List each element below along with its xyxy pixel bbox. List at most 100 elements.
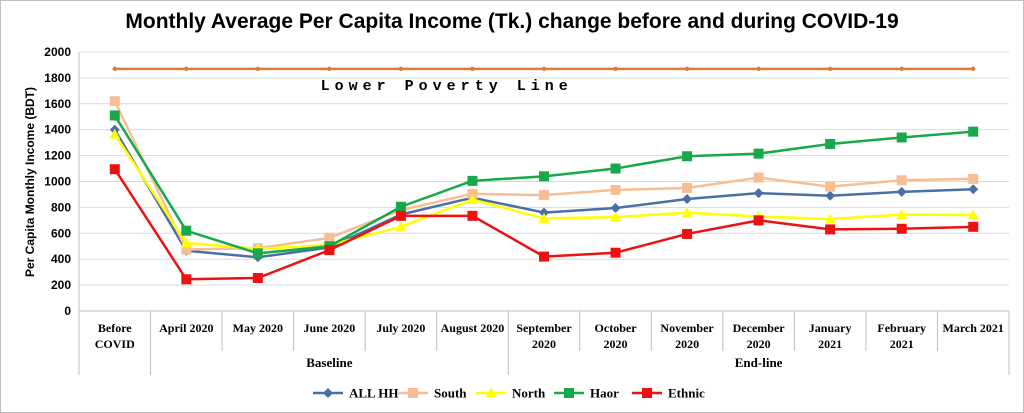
y-tick-label: 1200 bbox=[44, 149, 71, 163]
legend: ALL HH South North Haor Ethnic bbox=[313, 386, 705, 401]
data-point-south bbox=[825, 181, 836, 192]
poverty-line-point bbox=[899, 66, 904, 72]
y-tick-label: 200 bbox=[51, 278, 71, 292]
x-tick-label: 2021 bbox=[818, 337, 842, 351]
data-point-all-hh bbox=[825, 190, 836, 201]
poverty-line-point bbox=[827, 66, 833, 72]
data-point-north bbox=[180, 237, 192, 248]
data-point-ethnic bbox=[252, 272, 263, 283]
y-tick-label: 1600 bbox=[44, 97, 71, 111]
x-tick-label: June 2020 bbox=[304, 321, 356, 335]
data-point-haor bbox=[109, 110, 120, 121]
legend-item-haor: Haor bbox=[554, 386, 619, 401]
group-label: End-line bbox=[735, 355, 783, 370]
data-point-all-hh bbox=[968, 184, 979, 195]
poverty-line-label: Lower Poverty Line bbox=[321, 78, 573, 95]
y-tick-label: 0 bbox=[64, 304, 71, 318]
y-tick-label: 600 bbox=[51, 226, 71, 240]
x-tick-label: 2020 bbox=[604, 337, 628, 351]
data-point-ethnic bbox=[539, 251, 549, 262]
axes bbox=[78, 52, 1009, 312]
legend-item-south: South bbox=[398, 386, 467, 401]
data-point-north bbox=[109, 128, 121, 139]
y-tick-label: 2000 bbox=[44, 45, 71, 59]
series-ethnic bbox=[109, 164, 979, 285]
x-tick-label: February bbox=[877, 321, 926, 335]
data-point-north bbox=[896, 209, 908, 220]
y-tick-label: 400 bbox=[51, 252, 71, 266]
x-axis-categories: Before COVID April 2020 May 2020 June 2020 Ju… bbox=[78, 311, 1010, 375]
legend-label: Ethnic bbox=[668, 386, 705, 401]
data-point-ethnic bbox=[181, 274, 192, 285]
reference-line: Lower Poverty Line bbox=[112, 66, 976, 95]
data-point-haor bbox=[825, 138, 836, 149]
x-tick-label: 2021 bbox=[890, 337, 914, 351]
data-point-north bbox=[967, 209, 979, 220]
gridlines bbox=[79, 51, 1009, 312]
data-point-haor bbox=[753, 148, 764, 159]
data-point-haor bbox=[252, 248, 263, 259]
data-point-ethnic bbox=[324, 245, 335, 256]
series-lines bbox=[109, 96, 979, 285]
data-point-ethnic bbox=[825, 224, 836, 235]
data-point-south bbox=[181, 244, 192, 255]
legend-item-north: North bbox=[476, 386, 546, 401]
x-tick-label: 2020 bbox=[675, 337, 699, 351]
data-point-ethnic bbox=[682, 228, 693, 239]
x-tick-label: August 2020 bbox=[441, 321, 505, 335]
y-tick-label: 800 bbox=[51, 200, 71, 214]
data-point-north bbox=[824, 213, 836, 224]
data-point-ethnic bbox=[753, 215, 764, 226]
legend-label: South bbox=[434, 386, 467, 401]
data-point-haor bbox=[181, 225, 192, 236]
data-point-ethnic bbox=[896, 223, 907, 234]
y-tick-label: 1800 bbox=[44, 71, 71, 85]
poverty-line-point bbox=[112, 66, 117, 72]
data-point-haor bbox=[395, 201, 406, 212]
data-point-south bbox=[109, 96, 120, 107]
group-label: Baseline bbox=[306, 355, 352, 370]
data-point-ethnic bbox=[610, 247, 621, 258]
data-point-north bbox=[538, 212, 550, 223]
legend-label: North bbox=[512, 386, 546, 401]
data-point-haor bbox=[896, 132, 907, 143]
legend-label: ALL HH bbox=[349, 386, 399, 401]
poverty-line-point bbox=[184, 66, 189, 72]
x-tick-label: COVID bbox=[95, 337, 135, 351]
data-point-all-hh bbox=[539, 207, 549, 218]
data-point-haor bbox=[467, 175, 478, 186]
x-tick-label: November bbox=[660, 321, 714, 335]
data-point-haor bbox=[968, 126, 979, 137]
poverty-line-point bbox=[613, 66, 618, 72]
data-point-north bbox=[681, 207, 693, 218]
x-tick-label: 2020 bbox=[532, 337, 556, 351]
x-tick-label: March 2021 bbox=[943, 321, 1004, 335]
data-point-south bbox=[896, 175, 907, 186]
poverty-line-point bbox=[398, 66, 404, 72]
legend-marker bbox=[408, 388, 418, 398]
x-tick-label: April 2020 bbox=[159, 321, 213, 335]
poverty-line-point bbox=[255, 66, 261, 72]
legend-item-all-hh: ALL HH bbox=[313, 386, 399, 401]
x-tick-label: July 2020 bbox=[376, 321, 425, 335]
legend-marker bbox=[564, 388, 574, 398]
data-point-north bbox=[610, 211, 622, 222]
data-point-south bbox=[968, 173, 979, 184]
poverty-line-point bbox=[470, 66, 475, 72]
x-tick-label: October bbox=[595, 321, 638, 335]
data-point-ethnic bbox=[109, 164, 120, 175]
data-point-all-hh bbox=[682, 193, 693, 204]
legend-label: Haor bbox=[590, 386, 619, 401]
data-point-south bbox=[539, 190, 549, 201]
data-point-ethnic bbox=[395, 210, 406, 221]
x-tick-label: Before bbox=[98, 321, 132, 335]
y-axis-label: Per Capita Monthly Income (BDT) bbox=[23, 87, 37, 277]
poverty-line-point bbox=[327, 66, 332, 72]
data-point-south bbox=[467, 188, 478, 199]
data-point-south bbox=[324, 232, 335, 243]
x-tick-label: December bbox=[733, 321, 786, 335]
x-tick-label: September bbox=[516, 321, 572, 335]
data-point-north bbox=[395, 221, 407, 232]
y-tick-label: 1000 bbox=[44, 175, 71, 189]
